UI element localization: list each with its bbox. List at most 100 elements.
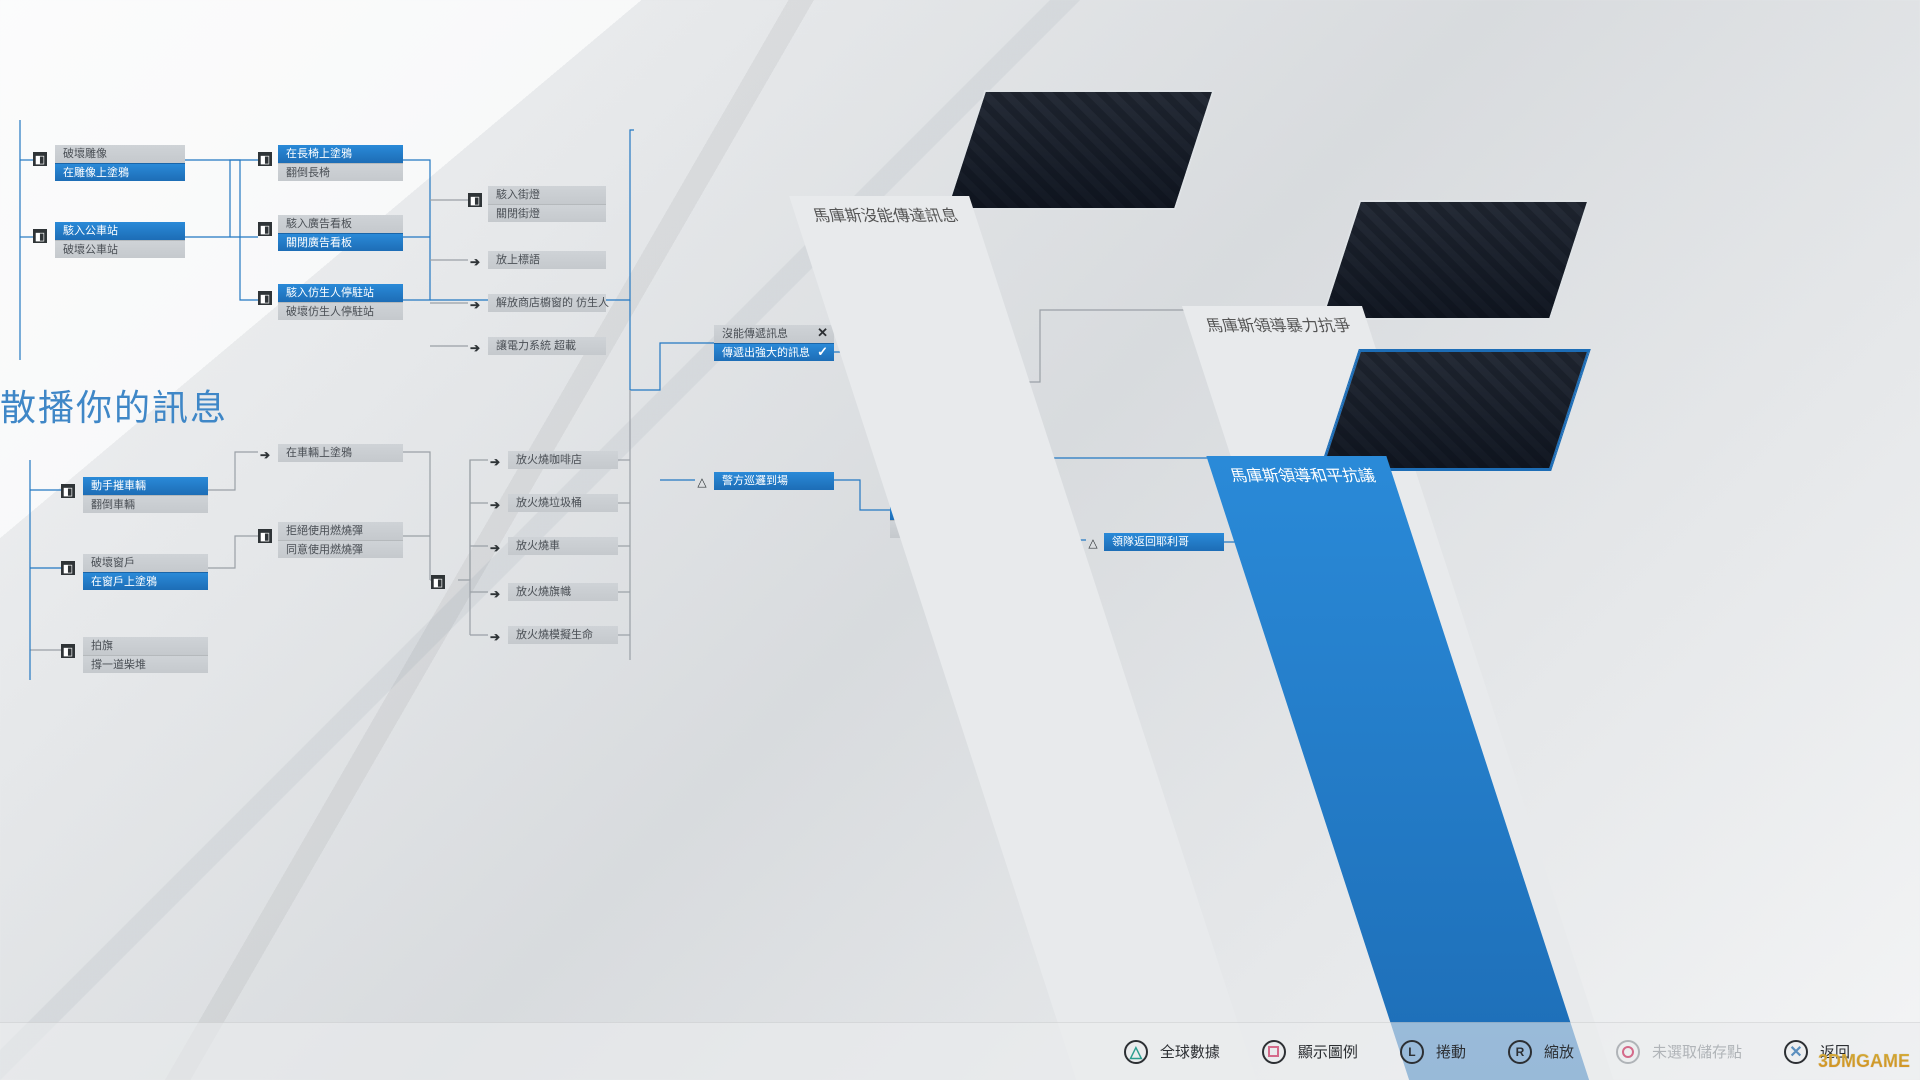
branch-icon: ◧ xyxy=(33,152,47,166)
flow-node-choice[interactable]: 拍旗 xyxy=(83,637,208,655)
flow-node[interactable]: 放上標語 xyxy=(488,251,606,269)
flow-node-choice[interactable]: 拒絕使用燃燒彈 xyxy=(278,522,403,540)
flow-node-choice[interactable]: 破壞雕像 xyxy=(55,145,185,163)
branch-icon: ◧ xyxy=(258,222,272,236)
flow-node-choice[interactable]: 警方巡邏到場 xyxy=(714,472,834,490)
flow-node-choice[interactable]: 領隊返回耶利哥 xyxy=(1104,533,1224,551)
flow-node-choice[interactable]: 破壞窗戶 xyxy=(83,554,208,572)
triangle-icon xyxy=(1086,536,1100,550)
hint-square[interactable]: 顯示圖例 xyxy=(1262,1040,1358,1064)
flow-node-choice[interactable]: 放火燒模擬生命 xyxy=(508,626,618,644)
flow-node[interactable]: 沒能傳遞訊息✕傳遞出強大的訊息✓ xyxy=(714,325,834,361)
flow-node-choice[interactable]: 駭入街燈 xyxy=(488,186,606,204)
hint-label: 顯示圖例 xyxy=(1298,1041,1358,1062)
flow-node[interactable]: 拒絕使用燃燒彈同意使用燃燒彈 xyxy=(278,522,403,558)
flow-node-choice[interactable]: 在雕像上塗鴉 xyxy=(55,163,185,181)
triangle-icon xyxy=(695,475,709,489)
chapter-title: 散播你的訊息 xyxy=(0,388,228,428)
triangle-button-icon: △ xyxy=(1124,1040,1148,1064)
branch-icon: ◧ xyxy=(33,229,47,243)
hint-label: 全球數據 xyxy=(1160,1041,1220,1062)
flow-node-choice[interactable]: 沒能傳遞訊息✕ xyxy=(714,325,834,343)
flow-node-choice[interactable]: 在長椅上塗鴉 xyxy=(278,145,403,163)
branch-icon: ◧ xyxy=(258,291,272,305)
arrow-icon xyxy=(468,341,482,355)
flow-node[interactable]: 駭入廣告看板關閉廣告看板 xyxy=(278,215,403,251)
outcome-card[interactable] xyxy=(1321,350,1590,470)
hint-L[interactable]: L 捲動 xyxy=(1400,1040,1466,1064)
hint-R[interactable]: R縮放 xyxy=(1508,1040,1574,1064)
branch-icon: ◧ xyxy=(61,561,75,575)
flow-node-choice[interactable]: 放上標語 xyxy=(488,251,606,269)
outcome-thumbnail xyxy=(1321,350,1590,470)
flow-node[interactable]: 破壞窗戶在窗戶上塗鴉 xyxy=(83,554,208,590)
arrow-icon xyxy=(258,448,272,462)
arrow-icon xyxy=(488,587,502,601)
R-button-icon: R xyxy=(1508,1040,1532,1064)
flow-node-choice[interactable]: 破壞仿生人停駐站 xyxy=(278,302,403,320)
flow-node-choice[interactable]: 讓電力系統 超載 xyxy=(488,337,606,355)
branch-icon: ◧ xyxy=(258,152,272,166)
flow-node[interactable]: 放火燒模擬生命 xyxy=(508,626,618,644)
outcome-card[interactable] xyxy=(946,90,1215,210)
flow-node-choice[interactable]: 同意使用燃燒彈 xyxy=(278,540,403,558)
flow-node[interactable]: 放火燒垃圾桶 xyxy=(508,494,618,512)
arrow-icon xyxy=(488,498,502,512)
flow-node[interactable]: 駭入仿生人停駐站破壞仿生人停駐站 xyxy=(278,284,403,320)
flow-node[interactable]: 在長椅上塗鴉翻倒長椅 xyxy=(278,145,403,181)
flow-node-choice[interactable]: 放火燒垃圾桶 xyxy=(508,494,618,512)
flow-node-choice[interactable]: 駭入仿生人停駐站 xyxy=(278,284,403,302)
outcome-card[interactable] xyxy=(1321,200,1590,320)
flow-node-choice[interactable]: 解放商店櫥窗的 仿生人 xyxy=(488,294,606,312)
arrow-icon xyxy=(488,455,502,469)
flowchart-canvas[interactable]: 散播你的訊息破壞雕像在雕像上塗鴉駭入公車站破壞公車站在長椅上塗鴉翻倒長椅駭入廣告… xyxy=(0,0,1920,1080)
flow-node-choice[interactable]: 破壞公車站 xyxy=(55,240,185,258)
flow-node[interactable]: 放火燒旗幟 xyxy=(508,583,618,601)
flow-node-choice[interactable]: 駭入廣告看板 xyxy=(278,215,403,233)
branch-icon: ◧ xyxy=(431,575,445,589)
square-button-icon xyxy=(1262,1040,1286,1064)
flow-node[interactable]: 放火燒咖啡店 xyxy=(508,451,618,469)
outcome-thumbnail xyxy=(1321,200,1590,320)
flow-node-choice[interactable]: 放火燒旗幟 xyxy=(508,583,618,601)
flow-node-choice[interactable]: 動手摧車輛 xyxy=(83,477,208,495)
watermark: 3DMGAME xyxy=(1818,1051,1910,1072)
branch-icon: ◧ xyxy=(468,193,482,207)
flow-node[interactable]: 駭入街燈關閉街燈 xyxy=(488,186,606,222)
hint-triangle[interactable]: △ 全球數據 xyxy=(1124,1040,1220,1064)
flow-node[interactable]: 破壞雕像在雕像上塗鴉 xyxy=(55,145,185,181)
cross-icon: ✕ xyxy=(817,325,828,341)
flow-node-choice[interactable]: 放火燒車 xyxy=(508,537,618,555)
hint-label: 捲動 xyxy=(1436,1041,1466,1062)
cross-button-icon: ✕ xyxy=(1784,1040,1808,1064)
flow-node-choice[interactable]: 在窗戶上塗鴉 xyxy=(83,572,208,590)
flow-node-choice[interactable]: 撐一道柴堆 xyxy=(83,655,208,673)
flow-node[interactable]: 拍旗撐一道柴堆 xyxy=(83,637,208,673)
flow-node-choice[interactable]: 在車輛上塗鴉 xyxy=(278,444,403,462)
flow-node-choice[interactable]: 放火燒咖啡店 xyxy=(508,451,618,469)
arrow-icon xyxy=(488,541,502,555)
L-button-icon: L xyxy=(1400,1040,1424,1064)
circle-button-icon xyxy=(1616,1040,1640,1064)
flow-node[interactable]: 解放商店櫥窗的 仿生人 xyxy=(488,294,606,312)
flow-node-choice[interactable]: 駭入公車站 xyxy=(55,222,185,240)
flow-node[interactable]: 警方巡邏到場 xyxy=(714,472,834,490)
arrow-icon xyxy=(468,255,482,269)
flow-node-choice[interactable]: 翻倒車輛 xyxy=(83,495,208,513)
flow-node-choice[interactable]: 關閉廣告看板 xyxy=(278,233,403,251)
hint-label: 未選取儲存點 xyxy=(1652,1041,1742,1062)
flow-node[interactable]: 放火燒車 xyxy=(508,537,618,555)
flow-node[interactable]: 讓電力系統 超載 xyxy=(488,337,606,355)
flow-node-choice[interactable]: 傳遞出強大的訊息✓ xyxy=(714,343,834,361)
outcome-label: 馬庫斯領導和平抗議 xyxy=(1206,456,1593,1080)
flow-node-choice[interactable]: 翻倒長椅 xyxy=(278,163,403,181)
flow-node[interactable]: 在車輛上塗鴉 xyxy=(278,444,403,462)
flow-node[interactable]: 領隊返回耶利哥 xyxy=(1104,533,1224,551)
arrow-icon xyxy=(468,298,482,312)
branch-icon: ◧ xyxy=(61,644,75,658)
flow-node-choice[interactable]: 關閉街燈 xyxy=(488,204,606,222)
flow-node[interactable]: 動手摧車輛翻倒車輛 xyxy=(83,477,208,513)
flow-node[interactable]: 駭入公車站破壞公車站 xyxy=(55,222,185,258)
outcome-thumbnail xyxy=(946,90,1215,210)
arrow-icon xyxy=(488,630,502,644)
